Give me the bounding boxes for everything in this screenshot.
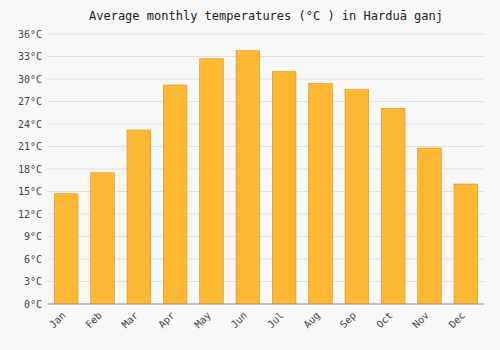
background <box>0 0 500 350</box>
bar <box>54 194 78 304</box>
x-tick-label: Oct <box>374 310 395 331</box>
chart-container: Average monthly temperatures (°C ) in Ha… <box>0 0 500 350</box>
grid-line <box>48 34 484 35</box>
bar <box>236 51 260 305</box>
grid-line <box>48 56 484 57</box>
y-tick-label: 27°C <box>18 96 42 107</box>
grid-line <box>48 101 484 102</box>
y-tick-label: 21°C <box>18 141 42 152</box>
x-axis-line <box>48 304 484 305</box>
bar <box>345 90 369 305</box>
bar <box>127 130 151 304</box>
title: Average monthly temperatures (°C ) in Ha… <box>89 9 443 23</box>
y-tick-label: 3°C <box>24 276 42 287</box>
x-tick-label: Apr <box>156 310 177 331</box>
bar <box>454 184 478 304</box>
x-tick-label: Jul <box>265 310 286 331</box>
x-tick-label: Jun <box>229 310 250 331</box>
y-grid <box>48 34 484 304</box>
x-tick-label: May <box>192 310 213 331</box>
y-tick-label: 18°C <box>18 164 42 175</box>
x-tick-label: Feb <box>83 310 104 331</box>
x-tick-label: Dec <box>447 310 468 331</box>
bars <box>54 51 477 305</box>
y-tick-label: 30°C <box>18 74 42 85</box>
y-tick-label: 15°C <box>18 186 42 197</box>
y-tick-label: 9°C <box>24 231 42 242</box>
bar <box>272 72 296 305</box>
bar <box>309 84 333 305</box>
bar <box>381 108 405 304</box>
y-tick-label: 6°C <box>24 254 42 265</box>
x-tick-label: Nov <box>410 310 431 331</box>
x-tick-label: Mar <box>120 310 141 331</box>
chart: Average monthly temperatures (°C ) in Ha… <box>0 0 500 350</box>
grid-line <box>48 304 484 305</box>
x-tick-label: Sep <box>338 310 359 331</box>
bar <box>200 59 224 304</box>
bar <box>91 173 115 304</box>
x-tick-label: Aug <box>301 310 322 331</box>
grid-line <box>48 79 484 80</box>
x-tick-label: Jan <box>47 310 68 331</box>
grid-line <box>48 146 484 147</box>
y-tick-label: 12°C <box>18 209 42 220</box>
bar <box>163 85 187 304</box>
bar <box>418 148 442 304</box>
y-tick-label: 33°C <box>18 51 42 62</box>
y-tick-label: 36°C <box>18 29 42 40</box>
grid-line <box>48 124 484 125</box>
y-tick-label: 0°C <box>24 299 42 310</box>
y-tick-label: 24°C <box>18 119 42 130</box>
